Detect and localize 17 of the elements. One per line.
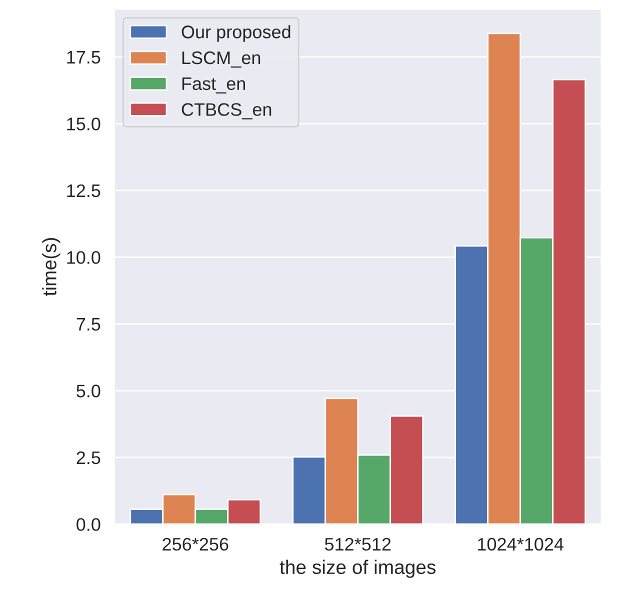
y-tick-label: 5.0 — [76, 384, 100, 398]
y-axis-title: time(s) — [42, 238, 60, 296]
legend-label: Our proposed — [182, 25, 290, 42]
y-tick-label: 12.5 — [67, 184, 100, 198]
legend-label: LSCM_en — [182, 51, 260, 68]
x-tick-label: 1024*1024 — [478, 538, 564, 551]
y-tick-label: 0.0 — [76, 518, 100, 531]
y-tick-label: 10.0 — [67, 251, 100, 264]
x-axis-title: the size of images — [280, 560, 436, 578]
legend-label: CTBCS_en — [182, 103, 272, 120]
y-tick-label: 7.5 — [76, 318, 100, 331]
x-tick-label: 256*256 — [162, 538, 228, 551]
y-tick-label: 17.5 — [67, 51, 100, 64]
y-tick-label: 15.0 — [67, 118, 100, 130]
y-tick-label: 2.5 — [76, 451, 100, 464]
legend-label: Fast_en — [182, 77, 246, 94]
x-tick-label: 512*512 — [324, 538, 391, 551]
